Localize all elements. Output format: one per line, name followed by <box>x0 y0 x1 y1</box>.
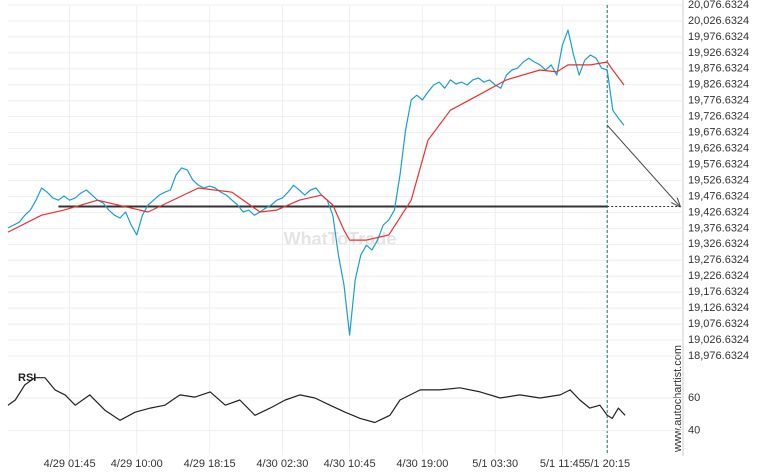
y-tick-label: 19,226.6324 <box>688 270 749 282</box>
y-tick-label: 20,026.6324 <box>688 15 749 27</box>
y-tick-label: 19,126.6324 <box>688 302 749 314</box>
x-tick-label: 4/29 18:15 <box>184 458 236 470</box>
y-tick-label: 19,526.6324 <box>688 174 749 186</box>
y-tick-label: 19,026.6324 <box>688 334 749 346</box>
y-tick-label: 18,976.6324 <box>688 350 749 362</box>
y-tick-label: 19,176.6324 <box>688 286 749 298</box>
forecast-arrow <box>606 124 680 206</box>
rsi-title: RSI <box>18 372 36 384</box>
y-tick-label: 19,076.6324 <box>688 318 749 330</box>
y-tick-label: 19,276.6324 <box>688 254 749 266</box>
x-tick-label: 4/30 19:00 <box>396 458 448 470</box>
credit: www.autochartist.com <box>672 345 684 453</box>
y-tick-label: 19,376.6324 <box>688 222 749 234</box>
y-tick-label: 19,576.6324 <box>688 158 749 170</box>
series-line <box>7 377 626 424</box>
y-tick-label: 19,826.6324 <box>688 79 749 91</box>
y-tick-label: 60 <box>688 392 700 404</box>
x-tick-label: 4/29 10:00 <box>111 458 163 470</box>
x-tick-label: 4/30 10:45 <box>324 458 376 470</box>
y-tick-label: 20,076.6324 <box>688 0 749 11</box>
x-tick-label: 4/29 01:45 <box>44 458 96 470</box>
y-tick-label: 19,426.6324 <box>688 206 749 218</box>
watermark: WhatToTrade <box>284 229 397 249</box>
x-tick-label: 5/1 20:15 <box>584 458 630 470</box>
x-tick-label: 5/1 03:30 <box>472 458 518 470</box>
y-tick-label: 19,626.6324 <box>688 142 749 154</box>
y-tick-label: 19,926.6324 <box>688 47 749 59</box>
series-line <box>7 61 625 241</box>
series-line <box>7 29 625 336</box>
y-tick-label: 19,726.6324 <box>688 111 749 123</box>
y-tick-label: 40 <box>688 424 700 436</box>
y-tick-label: 19,776.6324 <box>688 95 749 107</box>
x-tick-label: 5/1 11:45 <box>540 458 585 470</box>
y-tick-label: 19,676.6324 <box>688 127 749 139</box>
y-tick-label: 19,326.6324 <box>688 238 749 250</box>
y-tick-label: 19,976.6324 <box>688 31 749 43</box>
y-tick-label: 19,476.6324 <box>688 190 749 202</box>
x-tick-label: 4/30 02:30 <box>256 458 308 470</box>
y-tick-label: 19,876.6324 <box>688 63 749 75</box>
